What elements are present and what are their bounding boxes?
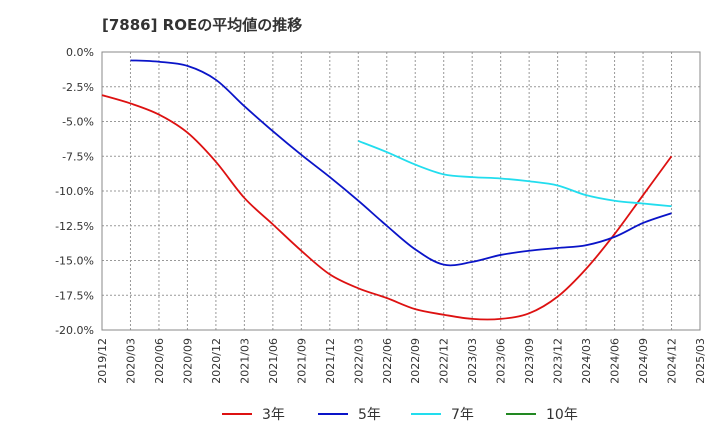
chart-title: [7886] ROEの平均値の推移 [102,16,303,34]
legend: 3年 5年 7年 10年 [222,407,578,423]
x-tick-label: 2020/03 [124,338,137,384]
x-tick-label: 2021/09 [295,338,308,384]
y-tick-label: -15.0% [55,255,94,268]
legend-label: 3年 [262,407,285,423]
y-tick-label: -7.5% [62,150,94,163]
series-line-1 [101,94,673,321]
axes: 0.0% -2.5% -5.0% -7.5% -10.0% -12.5% -15.0% -17… [55,46,707,384]
x-tick-label: 2024/09 [637,338,650,384]
x-tick-label: 2020/12 [210,338,223,384]
legend-label: 10年 [546,407,578,423]
y-tick-label: -17.5% [55,289,94,302]
x-tick-label: 2023/12 [552,338,565,384]
x-tick-label: 2020/06 [153,338,166,384]
x-tick-label: 2022/09 [409,338,422,384]
y-tick-label: -10.0% [55,185,94,198]
series-line-2 [130,59,672,267]
y-tick-label: -12.5% [55,220,94,233]
x-tick-label: 2021/03 [238,338,251,384]
y-tick-label: -2.5% [62,81,94,94]
x-tick-label: 2023/09 [523,338,536,384]
x-tick-label: 2025/03 [694,338,707,384]
legend-label: 7年 [451,407,474,423]
series-line-3 [357,140,672,208]
series-layer [101,59,673,321]
legend-label: 5年 [358,407,381,423]
x-tick-label: 2019/12 [96,338,109,384]
x-tick-label: 2022/12 [438,338,451,384]
x-tick-label: 2020/09 [181,338,194,384]
x-tick-label: 2024/06 [609,338,622,384]
y-tick-label: 0.0% [66,46,94,59]
x-tick-label: 2021/12 [324,338,337,384]
plot-area [101,51,701,331]
x-tick-label: 2021/06 [267,338,280,384]
grid [101,51,701,331]
x-tick-label: 2024/03 [580,338,593,384]
x-tick-label: 2022/03 [352,338,365,384]
y-tick-label: -5.0% [62,116,94,129]
y-tick-label: -20.0% [55,324,94,337]
x-tick-label: 2024/12 [666,338,679,384]
x-tick-label: 2023/06 [495,338,508,384]
x-tick-label: 2022/06 [381,338,394,384]
x-tick-label: 2023/03 [466,338,479,384]
